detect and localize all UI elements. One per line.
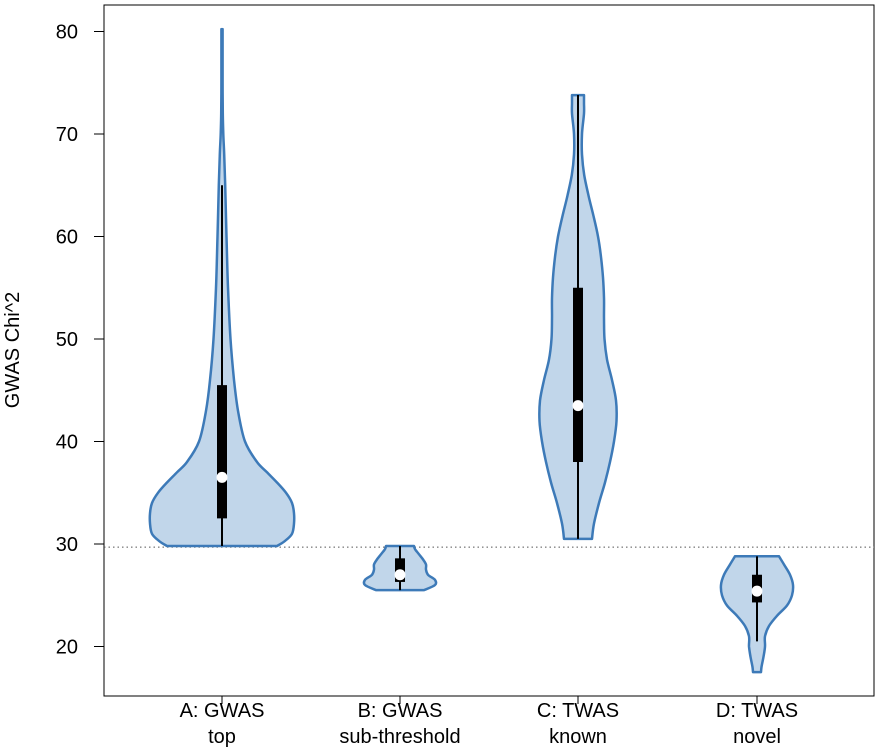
violin-median-point	[216, 471, 228, 483]
y-tick-label: 80	[56, 22, 78, 44]
violin-median-point	[572, 400, 584, 412]
x-category-label-line1: C: TWAS	[537, 700, 619, 722]
violin-median-point	[394, 569, 406, 581]
violin-iqr-box	[573, 287, 583, 462]
x-category-label-line2: top	[208, 726, 236, 748]
violin-group	[719, 555, 795, 674]
x-category-label-line2: sub-threshold	[339, 726, 460, 748]
y-tick-label: 70	[56, 124, 78, 146]
y-tick-label: 50	[56, 329, 78, 351]
plot-frame	[103, 4, 875, 697]
x-category-label-line2: novel	[733, 726, 781, 748]
y-tick-label: 60	[56, 227, 78, 249]
y-tick-label: 40	[56, 432, 78, 454]
x-category-label-line2: known	[549, 726, 607, 748]
y-tick-label: 20	[56, 637, 78, 659]
violin-median-point	[751, 585, 763, 597]
y-axis-label: GWAS Chi^2	[2, 292, 24, 408]
x-category-label-line1: D: TWAS	[716, 700, 798, 722]
violin-iqr-box	[217, 385, 227, 519]
violin-group	[538, 93, 618, 541]
violin-group	[362, 544, 438, 592]
y-tick-label: 30	[56, 534, 78, 556]
x-category-label-line1: B: GWAS	[358, 700, 443, 722]
violin-group	[148, 27, 296, 548]
x-category-label-line1: A: GWAS	[180, 700, 265, 722]
